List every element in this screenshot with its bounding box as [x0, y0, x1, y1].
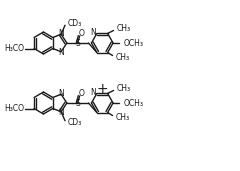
Text: CH₃: CH₃ [115, 53, 130, 62]
Text: H₃CO: H₃CO [4, 44, 24, 53]
Text: S: S [75, 38, 80, 48]
Text: CD₃: CD₃ [68, 118, 82, 127]
Text: O: O [79, 29, 84, 37]
Text: N: N [90, 88, 96, 97]
Text: +: + [96, 82, 108, 96]
Text: OCH₃: OCH₃ [124, 38, 144, 48]
Text: CH₃: CH₃ [116, 84, 131, 93]
Text: N: N [58, 108, 64, 117]
Text: CD₃: CD₃ [68, 19, 82, 28]
Text: CH₃: CH₃ [115, 113, 130, 122]
Text: N: N [58, 89, 64, 98]
Text: N: N [58, 29, 64, 38]
Text: N: N [58, 48, 64, 57]
Text: CH₃: CH₃ [116, 24, 131, 33]
Text: OCH₃: OCH₃ [124, 98, 144, 108]
Text: O: O [79, 89, 84, 97]
Text: H₃CO: H₃CO [4, 104, 24, 113]
Text: S: S [75, 98, 80, 108]
Text: N: N [90, 28, 96, 37]
